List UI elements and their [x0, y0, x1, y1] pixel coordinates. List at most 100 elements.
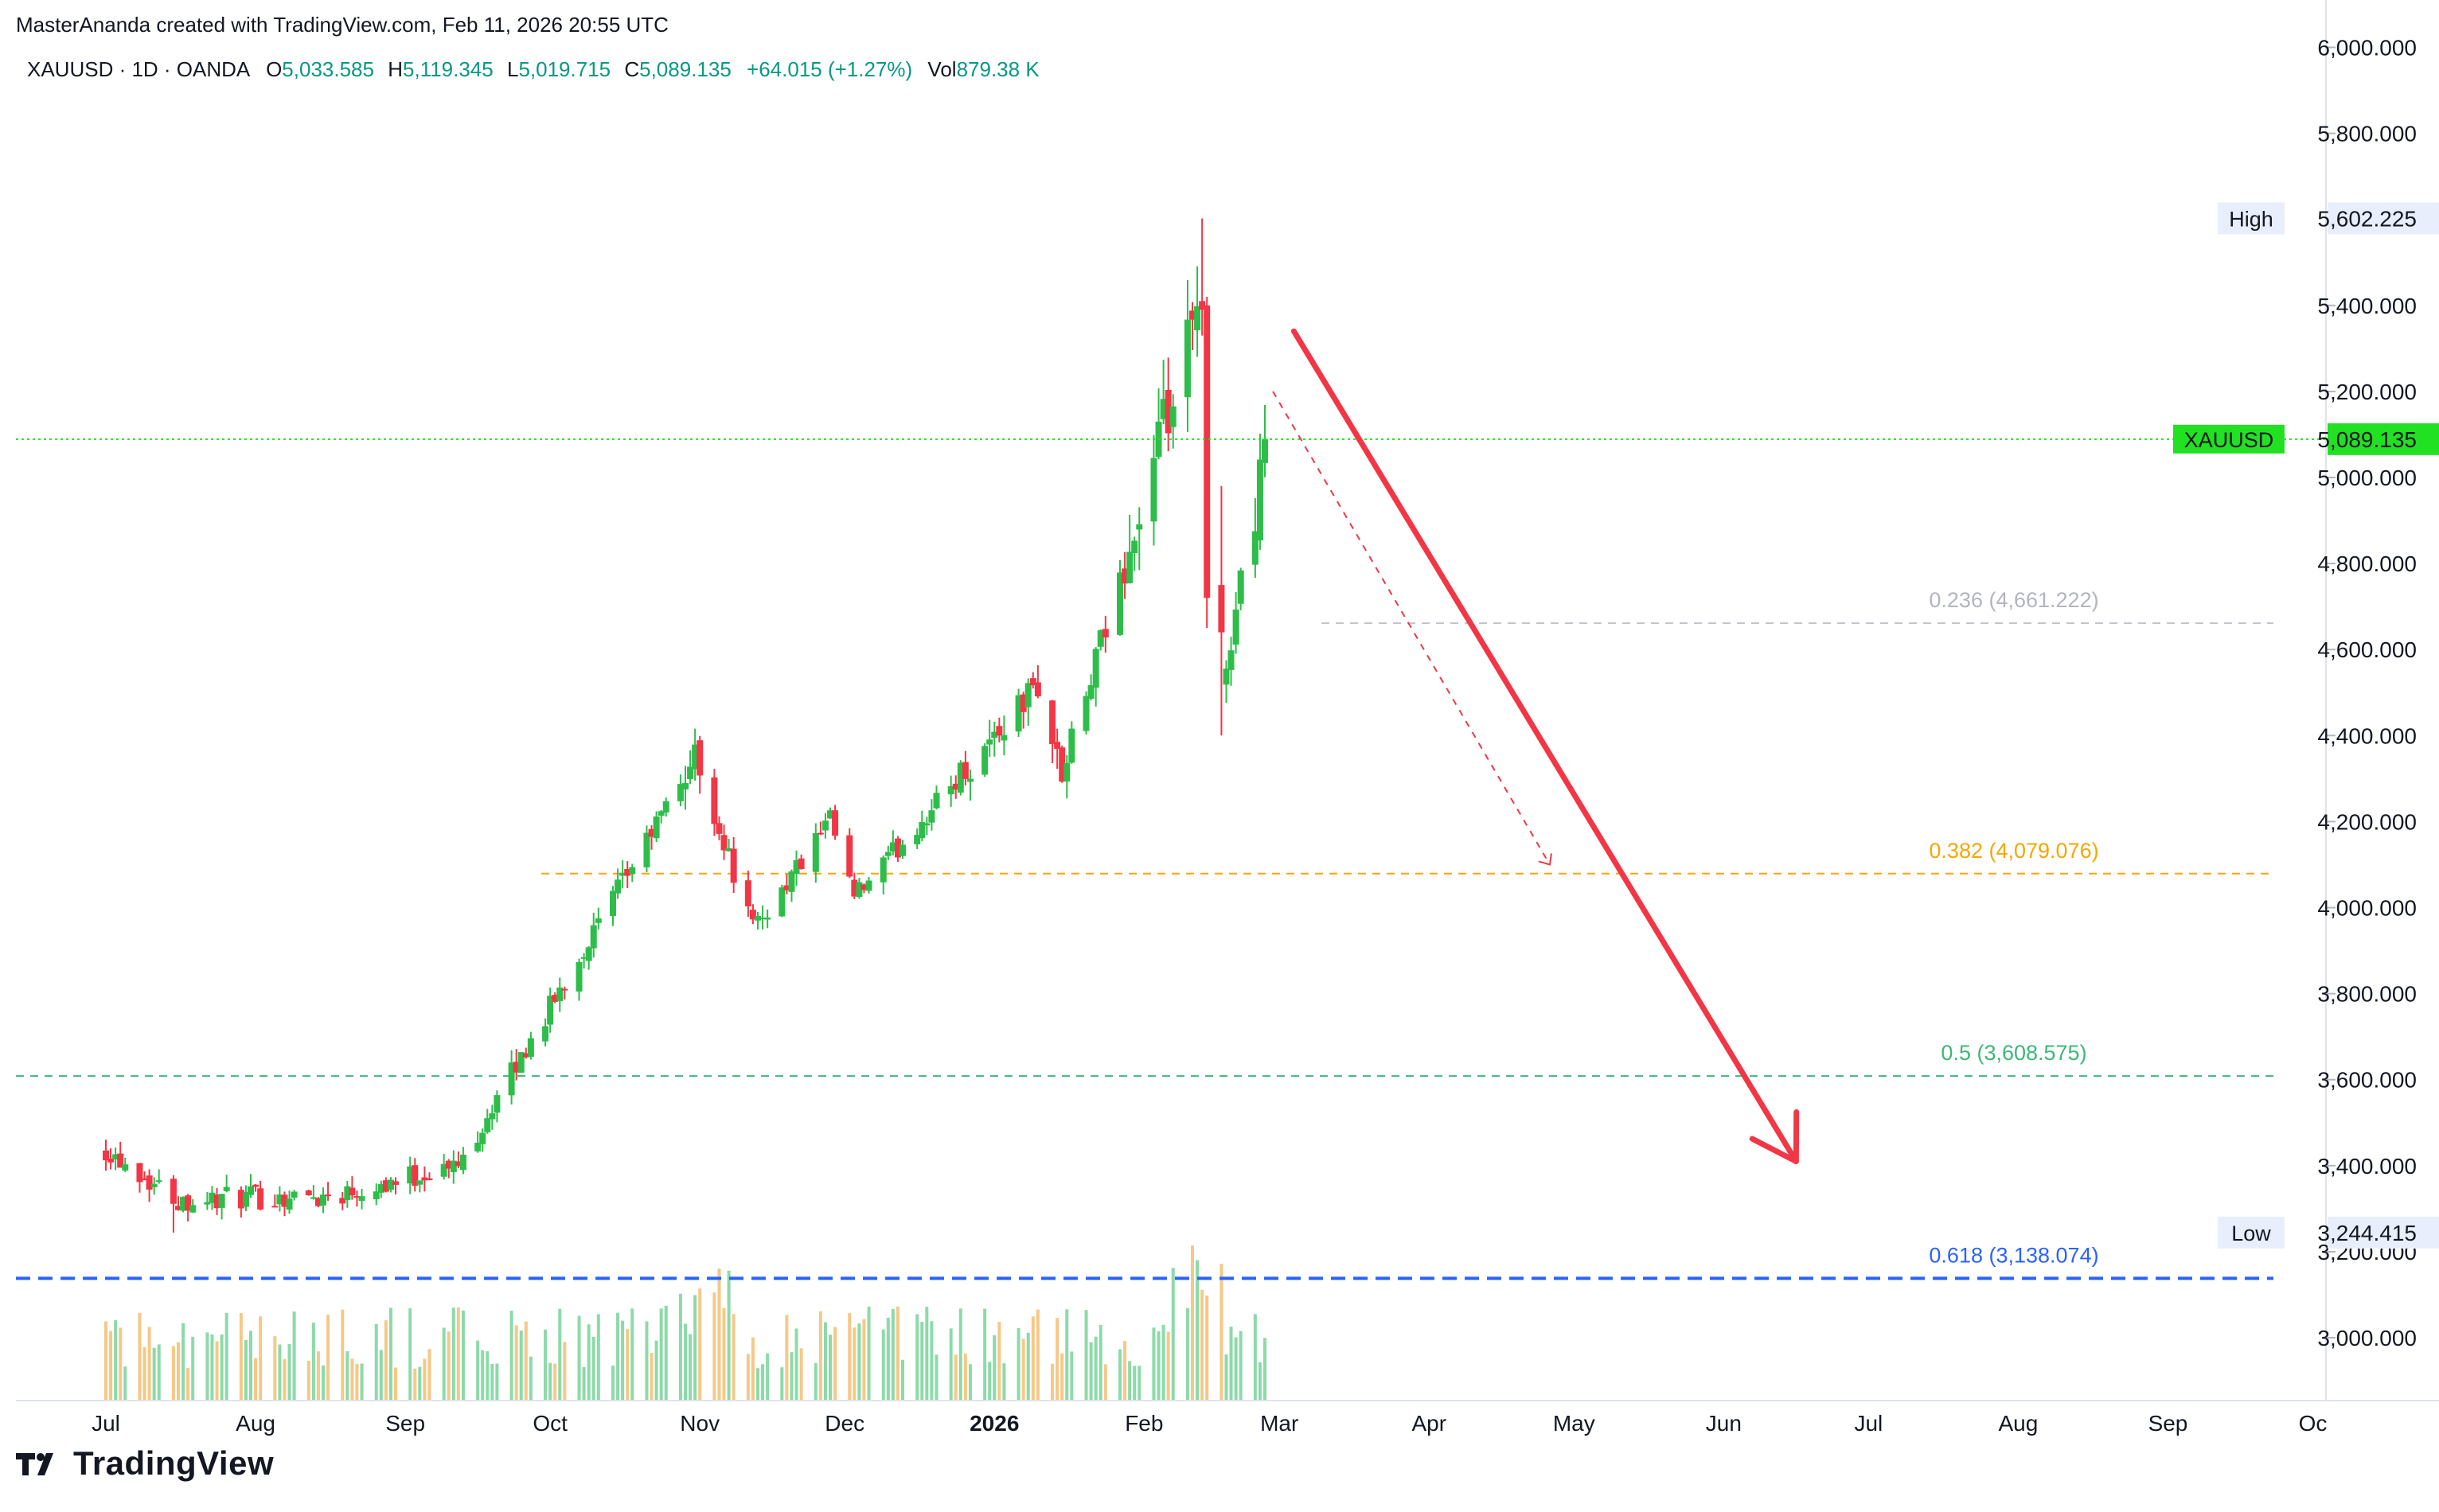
candle-body [720, 835, 728, 851]
x-tick-label: 2026 [970, 1411, 1019, 1436]
price-markers: High 5,602.225 XAUUSD 5,089.135 Low 3,244.415 [2173, 202, 2439, 1249]
candle-body [479, 1132, 486, 1144]
volume-bar [1161, 1324, 1165, 1401]
candle-body [1092, 649, 1099, 688]
volume-bar [1196, 1260, 1200, 1401]
candle-body [1083, 696, 1090, 731]
volume-bar [341, 1309, 345, 1401]
tradingview-logo: TradingView [16, 1444, 274, 1483]
candle-body [358, 1196, 365, 1202]
y-tick-label: 4,000.000 [2317, 896, 2417, 921]
axes: 6,000.000 5,800.000 5,400.000 5,200.000 5,00… [16, 0, 2439, 1436]
volume-bar [722, 1307, 726, 1401]
last-price-name: XAUUSD [2184, 428, 2274, 452]
y-tick-label: 5,200.000 [2317, 380, 2417, 404]
volume-bar [171, 1346, 175, 1401]
y-tick-label: 4,200.000 [2317, 809, 2417, 834]
volume-bar [142, 1346, 146, 1401]
x-tick-label: May [1553, 1411, 1595, 1436]
candle-body [1054, 742, 1061, 750]
volume-bar [316, 1351, 320, 1401]
candle-body [585, 947, 592, 961]
volume-bar [283, 1358, 287, 1401]
volume-bar [152, 1347, 156, 1401]
high-value-tag [2328, 202, 2439, 235]
open-label: O [266, 57, 283, 81]
candle-body [1189, 310, 1196, 320]
y-tick-label: 6,000.000 [2317, 35, 2417, 60]
volume-bar [1099, 1324, 1102, 1401]
volume-bar [210, 1334, 214, 1401]
candle-body [981, 746, 989, 775]
projection-arrow-head [1749, 1109, 1800, 1164]
tradingview-icon [16, 1453, 53, 1475]
volume-bar [1031, 1316, 1035, 1401]
candle-body [1199, 301, 1206, 310]
volume-bar [1152, 1327, 1156, 1401]
candle-body [218, 1194, 225, 1208]
candle-body [459, 1155, 466, 1171]
candle-body [281, 1194, 288, 1207]
candle-body [889, 842, 896, 852]
volume-bar [360, 1363, 364, 1401]
y-tick-label: 4,600.000 [2317, 637, 2417, 662]
volume-bar [524, 1321, 528, 1401]
volume-bar [109, 1331, 113, 1401]
chart-credit: MasterAnanda created with TradingView.co… [16, 13, 669, 37]
volume-bar [418, 1366, 422, 1401]
volume-bar [519, 1331, 523, 1401]
volume-bar [659, 1308, 663, 1401]
volume-bar [544, 1329, 548, 1401]
close-value: 5,089.135 [639, 57, 732, 81]
volume-bar [447, 1331, 451, 1401]
candle-body [150, 1183, 158, 1187]
volume-bar [621, 1320, 625, 1401]
volume-bar [553, 1363, 557, 1401]
candle-body [392, 1181, 400, 1185]
volume-bar [147, 1327, 151, 1401]
volume-bar [814, 1362, 818, 1401]
volume-bar [997, 1322, 1001, 1401]
volume-bar [548, 1362, 552, 1401]
candle-body [966, 778, 974, 782]
candle-body [962, 762, 969, 779]
volume-bar [292, 1311, 296, 1401]
candle-body [856, 882, 863, 898]
candle-body [914, 835, 921, 845]
candle-body [382, 1180, 389, 1192]
high-value: 5,602.225 [2317, 206, 2417, 231]
volume-bar [205, 1332, 209, 1401]
volume-bar [1084, 1310, 1088, 1401]
x-tick-label: Apr [1411, 1411, 1446, 1436]
volume-bar [611, 1365, 615, 1401]
volume-bar [949, 1328, 953, 1401]
candle-body [576, 961, 583, 992]
candle-body [779, 887, 786, 917]
close-label: C [624, 57, 640, 81]
candle-body [1136, 524, 1143, 530]
candle-body [314, 1198, 322, 1206]
volume-bar [698, 1288, 702, 1401]
volume-bar [654, 1340, 658, 1401]
candle-body [1218, 585, 1225, 633]
fib-label-0.382: 0.382 (4,079.076) [1929, 839, 2098, 863]
volume-bar [177, 1342, 181, 1401]
projection-dashed-line [1272, 391, 1551, 865]
candle-body [624, 868, 631, 876]
candle-body [513, 1062, 520, 1073]
volume-bar [306, 1361, 310, 1401]
candle-body [1097, 629, 1104, 647]
candle-body [450, 1160, 457, 1172]
volume-bar [394, 1367, 398, 1401]
fib-label-0.5: 0.5 (3,608.575) [1941, 1041, 2086, 1065]
candle-body [1126, 551, 1134, 583]
volume-bar [848, 1312, 852, 1401]
candle-body [455, 1161, 462, 1167]
candle-body [1059, 747, 1066, 782]
candle-body [643, 832, 650, 867]
candle-body [445, 1160, 452, 1169]
low-label: L [506, 57, 519, 81]
y-tick-label: 3,400.000 [2317, 1154, 2417, 1179]
candle-body [759, 918, 767, 920]
